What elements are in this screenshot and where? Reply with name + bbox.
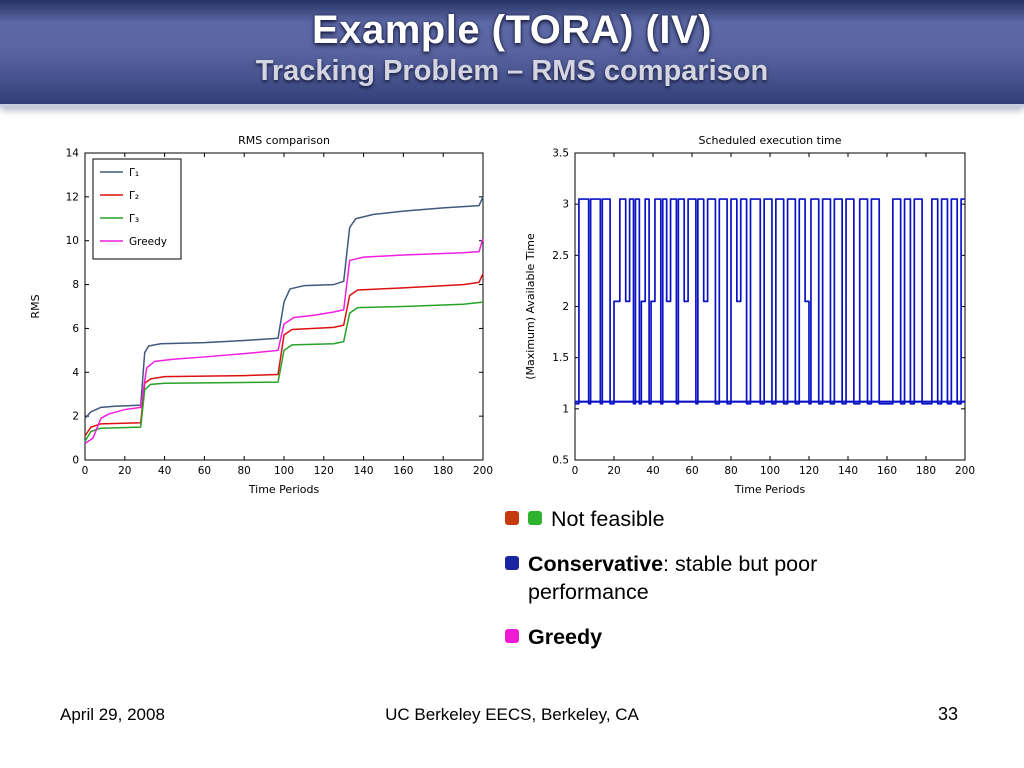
svg-text:1.5: 1.5 [552, 352, 569, 364]
svg-text:Time Periods: Time Periods [734, 483, 806, 496]
svg-text:RMS comparison: RMS comparison [238, 134, 330, 147]
note-not-feasible: Not feasible [505, 506, 875, 534]
greedy-swatch [505, 628, 519, 643]
svg-text:180: 180 [433, 465, 453, 477]
svg-text:2: 2 [562, 301, 569, 313]
svg-text:0.5: 0.5 [552, 455, 569, 467]
svg-text:6: 6 [72, 323, 79, 335]
svg-text:200: 200 [955, 465, 975, 477]
svg-text:80: 80 [724, 465, 737, 477]
svg-text:Scheduled execution time: Scheduled execution time [699, 134, 842, 147]
svg-text:3.5: 3.5 [552, 148, 569, 160]
svg-text:120: 120 [799, 465, 819, 477]
svg-text:4: 4 [72, 367, 79, 379]
note-not-feasible-label: Not feasible [551, 507, 665, 531]
svg-text:100: 100 [274, 465, 294, 477]
footer-date: April 29, 2008 [60, 705, 165, 724]
svg-text:60: 60 [685, 465, 698, 477]
not-feasible-green-swatch [528, 511, 542, 525]
slide-title: Example (TORA) (IV) [312, 8, 712, 52]
svg-text:3: 3 [562, 199, 569, 211]
note-conservative: Conservative: stable but poor performanc… [505, 551, 875, 607]
svg-text:20: 20 [118, 465, 131, 477]
svg-text:14: 14 [66, 148, 80, 160]
svg-text:10: 10 [66, 235, 79, 247]
note-conservative-label: Conservative: stable but poor performanc… [528, 551, 818, 604]
scheduled-execution-chart: 0 20 40 60 80 100 120 140 160 180 200 0.5 1 1.5 2 2.5 3 3… [524, 134, 975, 496]
not-feasible-red-swatch [505, 511, 519, 525]
footer-venue: UC Berkeley EECS, Berkeley, CA [385, 705, 639, 724]
conservative-swatch [505, 555, 519, 570]
svg-text:160: 160 [393, 465, 413, 477]
svg-text:0: 0 [82, 465, 89, 477]
legend-notes: Not feasible Conservative: stable but po… [505, 506, 875, 669]
svg-text:Time Periods: Time Periods [248, 483, 320, 496]
svg-text:1: 1 [562, 403, 569, 415]
svg-text:80: 80 [238, 465, 251, 477]
svg-text:200: 200 [473, 465, 493, 477]
svg-text:0: 0 [572, 465, 579, 477]
svg-text:(Maximum) Available Time: (Maximum) Available Time [524, 233, 537, 380]
svg-text:40: 40 [158, 465, 171, 477]
svg-text:140: 140 [354, 465, 374, 477]
svg-text:180: 180 [916, 465, 936, 477]
svg-text:0: 0 [72, 455, 79, 467]
svg-text:120: 120 [314, 465, 334, 477]
svg-text:Greedy: Greedy [129, 236, 167, 248]
svg-text:12: 12 [66, 191, 79, 203]
note-greedy-label: Greedy [528, 624, 603, 649]
slide-subtitle: Tracking Problem – RMS comparison [255, 55, 769, 87]
svg-text:8: 8 [72, 279, 79, 291]
svg-text:160: 160 [877, 465, 897, 477]
svg-text:40: 40 [646, 465, 659, 477]
svg-text:20: 20 [607, 465, 620, 477]
svg-text:140: 140 [838, 465, 858, 477]
svg-text:Γ₃: Γ₃ [129, 213, 139, 225]
svg-text:Γ₂: Γ₂ [129, 190, 139, 202]
rms-comparison-chart: 0 20 40 60 80 100 120 140 160 180 200 0 2 4 6 8 10 12 14 RM… [29, 134, 493, 496]
svg-text:100: 100 [760, 465, 780, 477]
footer-page-number: 33 [937, 704, 958, 724]
svg-text:60: 60 [198, 465, 211, 477]
note-greedy: Greedy [505, 624, 875, 652]
svg-text:RMS: RMS [29, 294, 42, 318]
svg-text:Γ₁: Γ₁ [129, 167, 139, 179]
slide-header: Example (TORA) (IV) Tracking Problem – R… [0, 0, 1024, 107]
svg-text:2: 2 [72, 411, 79, 423]
svg-text:2.5: 2.5 [552, 250, 569, 262]
